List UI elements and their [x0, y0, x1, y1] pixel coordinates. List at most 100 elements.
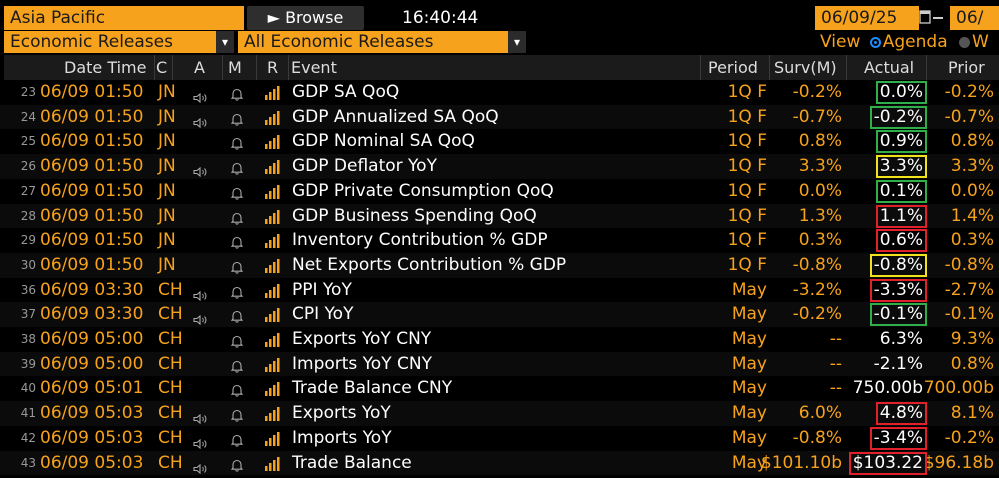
speaker-icon[interactable] — [193, 409, 208, 425]
bell-icon[interactable] — [230, 358, 244, 373]
event-name[interactable]: Trade Balance CNY — [292, 378, 453, 399]
table-row[interactable]: 42 06/09 05:03 CH Imports YoY May -0.8% -3.4% -… — [0, 426, 999, 451]
chevron-down-icon[interactable]: ▾ — [508, 31, 526, 53]
actual-value: -2.1% — [873, 353, 923, 374]
event-name[interactable]: GDP Annualized SA QoQ — [292, 106, 499, 127]
table-header: Date Time C A M R Event Period Surv(M) A… — [4, 55, 999, 80]
header-datetime[interactable]: Date Time — [64, 58, 147, 77]
table-row[interactable]: 27 06/09 01:50 JN GDP Private Consumption Q… — [0, 179, 999, 204]
browse-button[interactable]: ► Browse — [247, 6, 364, 30]
bell-icon[interactable] — [230, 111, 244, 126]
bell-icon[interactable] — [230, 333, 244, 348]
radio-unselected-icon[interactable] — [959, 37, 971, 48]
relevance-bars-icon — [264, 209, 280, 224]
view-option-agenda[interactable]: Agenda — [882, 32, 948, 52]
event-name[interactable]: GDP Private Consumption QoQ — [292, 180, 554, 201]
header-a[interactable]: A — [194, 58, 205, 77]
event-name[interactable]: Imports YoY — [292, 427, 392, 448]
relevance-bars-icon — [264, 332, 280, 347]
speaker-icon[interactable] — [193, 162, 208, 178]
event-name[interactable]: CPI YoY — [292, 304, 354, 325]
event-name[interactable]: GDP Deflator YoY — [292, 156, 437, 177]
category-dropdown[interactable]: Economic Releases — [4, 31, 216, 53]
view-option-other[interactable]: W — [972, 32, 989, 52]
table-row[interactable]: 38 06/09 05:00 CH Exports YoY CNY May -- 6.3% 9… — [0, 327, 999, 352]
speaker-icon[interactable] — [193, 88, 208, 104]
bell-icon[interactable] — [230, 382, 244, 398]
bell-icon[interactable] — [230, 135, 244, 151]
table-row[interactable]: 23 06/09 01:50 JN GDP SA QoQ 1Q F -0.2% 0.0% -0… — [0, 80, 999, 105]
header-m[interactable]: M — [228, 58, 242, 77]
actual-highlight-box — [849, 451, 927, 475]
survey-value: -0.7% — [792, 106, 842, 127]
speaker-icon[interactable] — [193, 434, 208, 449]
event-name[interactable]: Imports YoY CNY — [292, 353, 432, 374]
survey-value: 0.8% — [798, 131, 842, 152]
bell-icon[interactable] — [230, 234, 244, 249]
bell-icon[interactable] — [230, 185, 244, 200]
bell-icon[interactable] — [230, 86, 244, 101]
event-name[interactable]: GDP Business Spending QoQ — [292, 205, 537, 226]
end-date-value: 06/ — [956, 8, 984, 28]
event-name[interactable]: Net Exports Contribution % GDP — [292, 254, 567, 275]
event-name[interactable]: Exports YoY CNY — [292, 329, 432, 349]
bell-icon[interactable] — [230, 457, 244, 472]
relevance-bars-icon — [264, 456, 280, 471]
end-date-field[interactable]: 06/ — [950, 6, 999, 30]
speaker-icon[interactable] — [193, 286, 208, 301]
event-name[interactable]: Exports YoY — [292, 403, 391, 424]
period-value: May — [731, 427, 767, 448]
row-number: 24 — [20, 109, 36, 124]
relevance-bars-icon — [264, 357, 280, 372]
table-row[interactable]: 25 06/09 01:50 JN GDP Nominal SA QoQ 1Q F 0.8… — [0, 129, 999, 154]
bell-icon[interactable] — [230, 407, 244, 422]
release-datetime: 06/09 01:50 — [40, 230, 144, 251]
event-name[interactable]: PPI YoY — [292, 279, 352, 300]
chevron-down-icon[interactable]: ▾ — [216, 31, 234, 53]
bell-icon[interactable] — [230, 308, 244, 323]
table-row[interactable]: 43 06/09 05:03 CH Trade Balance May $101.10b $… — [0, 450, 999, 476]
table-row[interactable]: 29 06/09 01:50 JN Inventory Contribution % … — [0, 228, 999, 253]
bell-icon[interactable] — [230, 259, 244, 274]
table-row[interactable]: 24 06/09 01:50 JN GDP Annualized SA QoQ 1Q F… — [0, 104, 999, 130]
browse-label: Browse — [285, 8, 344, 27]
event-name[interactable]: Inventory Contribution % GDP — [292, 230, 548, 251]
release-datetime: 06/09 05:00 — [40, 353, 144, 374]
actual-value: 1.1% — [879, 205, 923, 226]
header-survey[interactable]: Surv(M) — [774, 58, 837, 77]
table-row[interactable]: 28 06/09 01:50 JN GDP Business Spending QoQ… — [0, 203, 999, 229]
header-period[interactable]: Period — [708, 58, 758, 77]
bell-icon[interactable] — [230, 210, 244, 225]
radio-selected-icon[interactable] — [869, 37, 881, 48]
bell-icon[interactable] — [230, 160, 244, 175]
table-row[interactable]: 37 06/09 03:30 CH CPI YoY May -0.2% -0.1% -0.1% — [0, 302, 999, 327]
table-row[interactable]: 26 06/09 01:50 JN GDP Deflator YoY 1Q F 3.3% 3… — [0, 154, 999, 179]
speaker-icon[interactable] — [193, 310, 208, 326]
header-prior[interactable]: Prior — [948, 58, 985, 77]
start-date-field[interactable]: 06/09/25 — [815, 6, 919, 30]
table-row[interactable]: 40 06/09 05:01 CH Trade Balance CNY May -- 750… — [0, 376, 999, 401]
header-country[interactable]: C — [156, 58, 168, 77]
bell-icon[interactable] — [230, 432, 244, 447]
table-row[interactable]: 39 06/09 05:00 CH Imports YoY CNY May -- -2.1%… — [0, 351, 999, 377]
region-field[interactable]: Asia Pacific — [4, 6, 244, 30]
event-name[interactable]: GDP SA QoQ — [292, 82, 400, 102]
bell-icon[interactable] — [230, 284, 244, 299]
survey-value: -- — [829, 353, 842, 374]
header-event[interactable]: Event — [291, 58, 337, 77]
table-row[interactable]: 30 06/09 01:50 JN Net Exports Contribution … — [0, 252, 999, 278]
event-name[interactable]: Trade Balance — [292, 452, 412, 473]
period-value: May — [731, 304, 767, 325]
filter-dropdown[interactable]: All Economic Releases — [238, 31, 508, 53]
table-row[interactable]: 41 06/09 05:03 CH Exports YoY May 6.0% 4.8% 8.1… — [0, 401, 999, 426]
calendar-icon[interactable] — [919, 9, 931, 26]
survey-value: 1.3% — [798, 205, 842, 226]
header-r[interactable]: R — [267, 58, 279, 77]
table-row[interactable]: 36 06/09 03:30 CH PPI YoY May -3.2% -3.3% -2.7% — [0, 278, 999, 303]
speaker-icon[interactable] — [193, 113, 208, 128]
speaker-icon[interactable] — [193, 459, 208, 474]
prior-value: 0.3% — [950, 230, 994, 251]
prior-value: $96.18b — [923, 452, 994, 473]
header-actual[interactable]: Actual — [864, 58, 915, 77]
event-name[interactable]: GDP Nominal SA QoQ — [292, 131, 475, 152]
